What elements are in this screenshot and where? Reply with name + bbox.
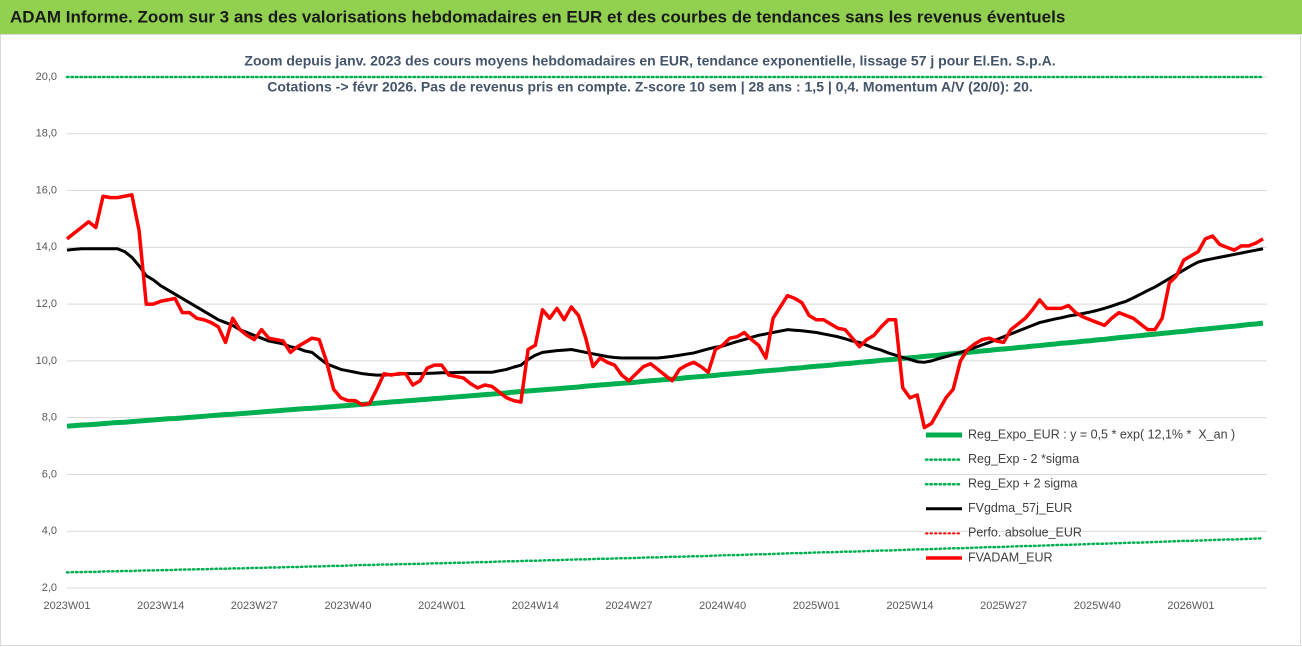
y-tick-label: 6,0 <box>42 468 57 480</box>
plot-area <box>65 75 1265 574</box>
x-tick-label: 2024W40 <box>699 600 746 612</box>
x-tick-label: 2023W40 <box>324 600 371 612</box>
y-tick-label: 14,0 <box>36 241 57 253</box>
x-tick-label: 2025W40 <box>1074 600 1121 612</box>
x-tick-label: 2025W14 <box>886 600 933 612</box>
y-tick-label: 10,0 <box>36 355 57 367</box>
series-line <box>65 537 1265 574</box>
series-line <box>66 247 1264 377</box>
x-tick-label: 2023W14 <box>137 600 184 612</box>
y-tick-label: 12,0 <box>36 298 57 310</box>
chart-subtitle: Cotations -> févr 2026. Pas de revenus p… <box>267 79 1033 95</box>
title-bar <box>0 0 1302 34</box>
legend: Reg_Expo_EUR : y = 0,5 * exp( 12,1% * X_… <box>924 427 1235 564</box>
y-tick-label: 18,0 <box>36 128 57 140</box>
chart-subtitle: Zoom depuis janv. 2023 des cours moyens … <box>244 53 1055 69</box>
legend-label: Reg_Exp + 2 sigma <box>968 476 1077 490</box>
series-line <box>66 320 1264 429</box>
x-tick-label: 2023W27 <box>231 600 278 612</box>
legend-label: Perfo. absolue_EUR <box>968 526 1082 540</box>
y-tick-label: 16,0 <box>36 184 57 196</box>
chart-frame <box>0 34 1301 646</box>
x-tick-label: 2025W27 <box>980 600 1027 612</box>
legend-label: Reg_Expo_EUR : y = 0,5 * exp( 12,1% * X_… <box>968 427 1235 441</box>
y-tick-label: 4,0 <box>42 525 57 537</box>
legend-label: FVADAM_EUR <box>968 550 1053 564</box>
y-tick-label: 20,0 <box>36 71 57 83</box>
series-line <box>65 193 1264 430</box>
chart-title: ADAM Informe. Zoom sur 3 ans des valoris… <box>10 7 1065 26</box>
y-tick-label: 2,0 <box>42 582 57 594</box>
x-tick-label: 2025W01 <box>793 600 840 612</box>
legend-label: FVgdma_57j_EUR <box>968 501 1072 515</box>
grid: 2,0 4,0 6,0 8,0 10,0 12,0 14,0 16,0 18,0 20,0 2023… <box>36 71 1267 612</box>
x-tick-label: 2024W01 <box>418 600 465 612</box>
x-tick-label: 2024W14 <box>512 600 559 612</box>
x-tick-label: 2026W01 <box>1167 600 1214 612</box>
x-tick-label: 2024W27 <box>605 600 652 612</box>
y-tick-label: 8,0 <box>42 412 57 424</box>
legend-label: Reg_Exp - 2 *sigma <box>968 452 1079 466</box>
x-tick-label: 2023W01 <box>43 600 90 612</box>
